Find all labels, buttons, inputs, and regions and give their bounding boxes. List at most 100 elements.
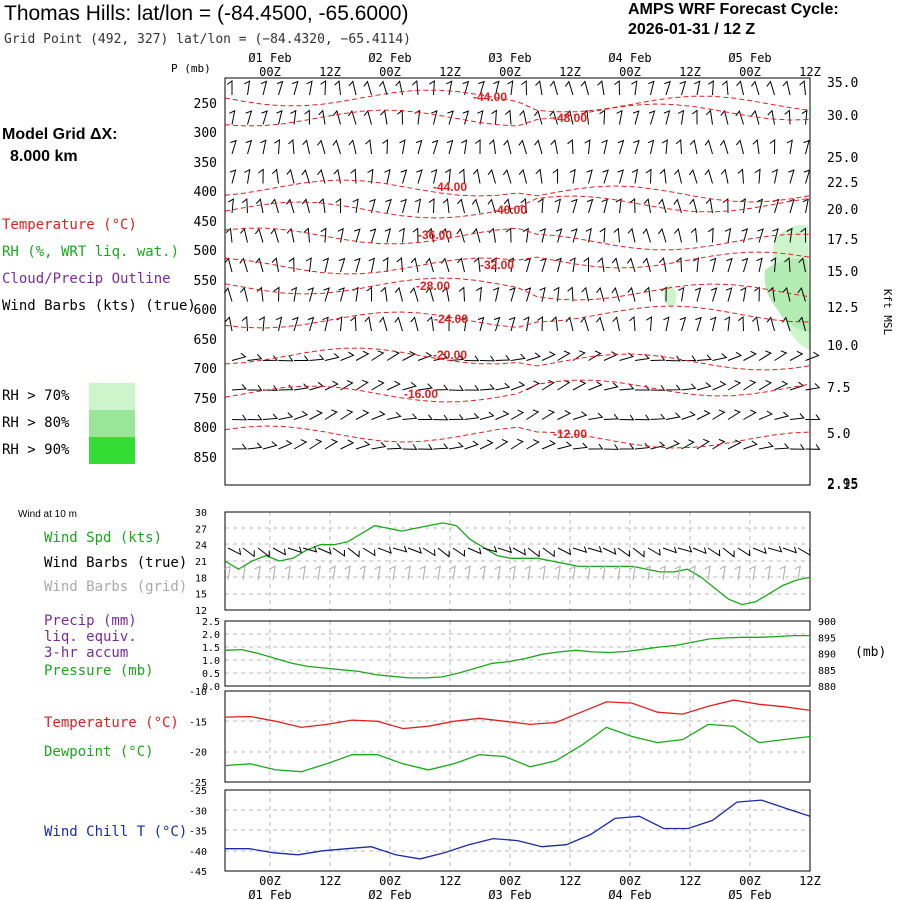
profile-wind-barb (262, 441, 278, 450)
surface-wind-barb-grid (794, 565, 801, 581)
profile-wind-barb (564, 80, 574, 96)
temperature-contour-0 (224, 89, 811, 113)
height-tick-label: 10.0 (827, 339, 858, 354)
profile-wind-barb (293, 410, 309, 420)
surface-wind-barb-grid (464, 565, 471, 581)
profile-wind-barb (740, 286, 747, 302)
profile-wind-barb (369, 228, 377, 243)
profile-wind-barb (255, 198, 264, 214)
profile-wind-barb (665, 355, 681, 362)
surface-wind-barb-true (527, 547, 540, 558)
profile-wind-barb (710, 287, 718, 302)
profile-wind-barb (472, 227, 481, 243)
legend-temperature: Temperature (°C) (2, 217, 137, 233)
surface-wind-barb-true (722, 547, 735, 558)
surface-wind-barb-grid (584, 565, 591, 581)
profile-wind-barb (720, 109, 729, 125)
precip-tick: 0.0 (202, 682, 220, 693)
profile-wind-barb (774, 380, 789, 391)
surface-wind-barb-grid (524, 565, 531, 581)
profile-wind-barb (241, 315, 248, 332)
profile-wind-barb (456, 228, 465, 243)
profile-wind-barb (627, 227, 636, 243)
surface-wind-barb-true (602, 547, 617, 555)
profile-wind-barb (274, 139, 281, 155)
profile-wind-barb (382, 257, 389, 273)
profile-wind-barb (502, 169, 512, 184)
profile-wind-barb (603, 444, 619, 450)
profile-wind-barb (789, 413, 805, 420)
profile-wind-barb (569, 168, 576, 184)
profile-wind-barb (447, 110, 454, 125)
surface-wind-barb-true (317, 547, 332, 555)
profile-wind-barb (647, 139, 655, 155)
profile-wind-barb (756, 257, 763, 273)
surface-wind-barb-grid (599, 565, 606, 581)
profile-wind-barb (229, 169, 237, 184)
profile-wind-barb (720, 168, 729, 184)
temperature-contour-1 (224, 103, 811, 127)
profile-wind-barb (766, 316, 775, 332)
pressure-tick-label: 600 (194, 303, 217, 318)
dewpoint-line (224, 723, 811, 773)
profile-wind-barb (479, 439, 494, 450)
profile-wind-barb (488, 227, 496, 243)
profile-wind-barb (724, 316, 731, 332)
temperature-contour-label: -44.00 (433, 180, 467, 194)
profile-wind-barb (752, 316, 760, 332)
surface-wind-barb-true (647, 547, 661, 556)
pressure-tick-label: 400 (194, 185, 217, 200)
top-hour-label: 12Z (319, 65, 341, 79)
profile-wind-barb (634, 353, 650, 361)
profile-wind-barb (681, 355, 697, 362)
profile-wind-barb (522, 227, 529, 243)
profile-wind-barb (707, 227, 714, 243)
profile-wind-barb (433, 443, 449, 450)
profile-wind-barb (487, 168, 496, 184)
profile-wind-barb (414, 198, 422, 214)
surface-wind-barb-true (587, 546, 603, 553)
profile-wind-barb (537, 198, 544, 214)
profile-wind-barb (309, 354, 325, 361)
surface-wind-barb-true (557, 547, 572, 556)
top-date-label: Ø2 Feb (368, 51, 411, 65)
profile-wind-barb (674, 168, 682, 184)
profile-wind-barb (307, 287, 314, 302)
profile-wind-barb (643, 286, 651, 302)
pressure-tick-label: 500 (194, 244, 217, 259)
pressure-line (224, 634, 810, 679)
pressure-tick: 880 (818, 682, 836, 693)
profile-wind-barb (402, 350, 417, 361)
surface-wind-barb-true (377, 547, 392, 554)
profile-wind-barb (332, 139, 341, 155)
profile-wind-barb (555, 228, 563, 243)
profile-wind-barb (446, 139, 454, 155)
profile-wind-barb (241, 197, 248, 214)
temperature-contour-5 (224, 251, 811, 275)
profile-wind-barb (278, 412, 294, 420)
surface-wind-barb-grid (254, 565, 261, 581)
profile-wind-barb (457, 257, 465, 273)
surface-wind-barb-true (482, 546, 498, 553)
profile-wind-barb (658, 198, 667, 214)
profile-wind-barb (774, 411, 790, 420)
profile-wind-barb (322, 316, 329, 332)
profile-wind-barb (588, 350, 602, 361)
profile-wind-barb (256, 286, 264, 302)
profile-wind-barb (386, 350, 400, 361)
grid-point-subtitle: Grid Point (492, 327) lat/lon = (−84.432… (4, 32, 411, 47)
bottom-hour-label: 00Z (259, 874, 281, 888)
profile-wind-barb (399, 139, 406, 155)
temp-tick: -15 (189, 717, 207, 728)
surface-wind-barb-grid (509, 565, 516, 581)
profile-wind-barb (348, 80, 357, 96)
profile-wind-barb (247, 442, 263, 450)
profile-wind-barb (634, 442, 650, 450)
profile-wind-barb (473, 257, 481, 273)
surface-wind-barb-true (677, 546, 693, 553)
cross-section-frame (224, 77, 811, 486)
profile-wind-barb (446, 80, 453, 96)
temperature-contour-label: -32.00 (480, 258, 514, 272)
surface-wind-barb-true (752, 547, 767, 555)
profile-wind-barb (318, 198, 326, 214)
